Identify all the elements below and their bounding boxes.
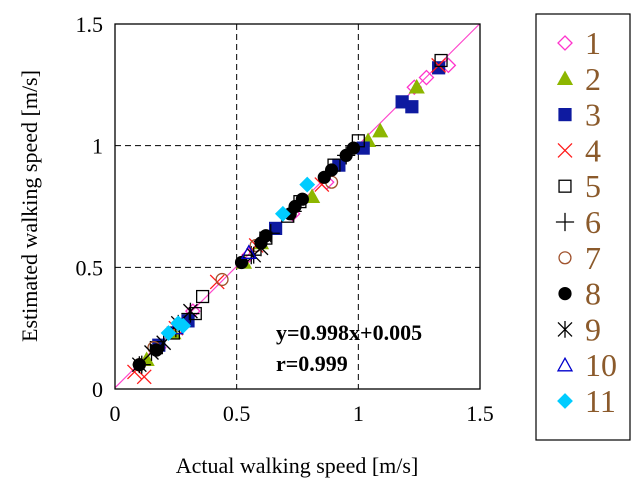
legend-label: 5 bbox=[585, 168, 601, 204]
legend-marker-2 bbox=[556, 70, 574, 86]
data-point-series-4 bbox=[431, 57, 447, 73]
data-point-series-11 bbox=[160, 325, 177, 341]
y-axis-label: Estimated walking speed [m/s] bbox=[17, 70, 42, 342]
data-point-series-2 bbox=[372, 122, 389, 138]
data-point-series-8 bbox=[234, 255, 249, 270]
data-point-series-9 bbox=[182, 302, 198, 320]
legend-marker-5 bbox=[558, 179, 572, 193]
y-tick-label: 0 bbox=[92, 377, 103, 402]
x-axis-label: Actual walking speed [m/s] bbox=[176, 453, 419, 478]
legend-marker-7 bbox=[558, 251, 572, 265]
legend-label: 10 bbox=[585, 347, 617, 383]
legend-marker-11 bbox=[557, 393, 573, 409]
data-point-series-11 bbox=[274, 205, 291, 222]
y-tick-label: 0.5 bbox=[76, 255, 104, 280]
x-tick-label: 0 bbox=[110, 401, 121, 426]
legend-marker-9 bbox=[557, 321, 573, 338]
data-point-series-3 bbox=[268, 221, 283, 235]
legend-marker-4 bbox=[557, 142, 573, 158]
legend-marker-1 bbox=[557, 35, 573, 51]
data-point-series-1 bbox=[418, 69, 435, 86]
data-points bbox=[127, 53, 457, 385]
legend-label: 6 bbox=[585, 204, 601, 240]
legend-label: 1 bbox=[585, 25, 601, 61]
data-point-series-3 bbox=[395, 95, 409, 109]
data-point-series-8 bbox=[317, 170, 331, 184]
grid-lines bbox=[115, 24, 480, 389]
tick-labels: 0 0.5 1 1.5 0 0.5 1 1.5 bbox=[76, 12, 494, 426]
legend-label: 8 bbox=[585, 276, 601, 312]
legend-label: 7 bbox=[585, 240, 601, 276]
data-point-series-7 bbox=[215, 272, 229, 287]
legend-label: 2 bbox=[585, 61, 601, 97]
data-point-series-5 bbox=[434, 53, 448, 68]
regression-equation: y=0.998x+0.005 bbox=[276, 320, 422, 345]
data-point-series-5 bbox=[195, 289, 210, 304]
data-point-series-9 bbox=[144, 344, 159, 361]
legend-box bbox=[535, 13, 631, 441]
legend-label: 11 bbox=[585, 383, 616, 419]
legend-marker-10 bbox=[556, 356, 574, 372]
legend-marker-3 bbox=[558, 108, 572, 122]
correlation-coefficient: r=0.999 bbox=[276, 351, 348, 376]
legend-marker-6 bbox=[555, 212, 575, 232]
data-point-series-9 bbox=[131, 356, 147, 374]
legend-marker-8 bbox=[558, 286, 572, 301]
x-tick-label: 0.5 bbox=[223, 401, 251, 426]
y-tick-label: 1.5 bbox=[76, 12, 104, 37]
y-tick-label: 1 bbox=[92, 134, 103, 159]
data-point-series-11 bbox=[299, 176, 316, 193]
data-point-series-2 bbox=[408, 78, 425, 94]
legend-label: 9 bbox=[585, 311, 601, 347]
legend-label: 4 bbox=[585, 132, 601, 168]
x-tick-label: 1.5 bbox=[466, 401, 494, 426]
legend-label: 3 bbox=[585, 97, 601, 133]
data-point-series-8 bbox=[339, 148, 353, 162]
x-tick-label: 1 bbox=[353, 401, 364, 426]
data-point-series-10 bbox=[240, 244, 257, 259]
data-point-series-11 bbox=[170, 315, 187, 332]
plot-area-frame bbox=[114, 23, 481, 390]
data-point-series-3 bbox=[432, 61, 446, 75]
